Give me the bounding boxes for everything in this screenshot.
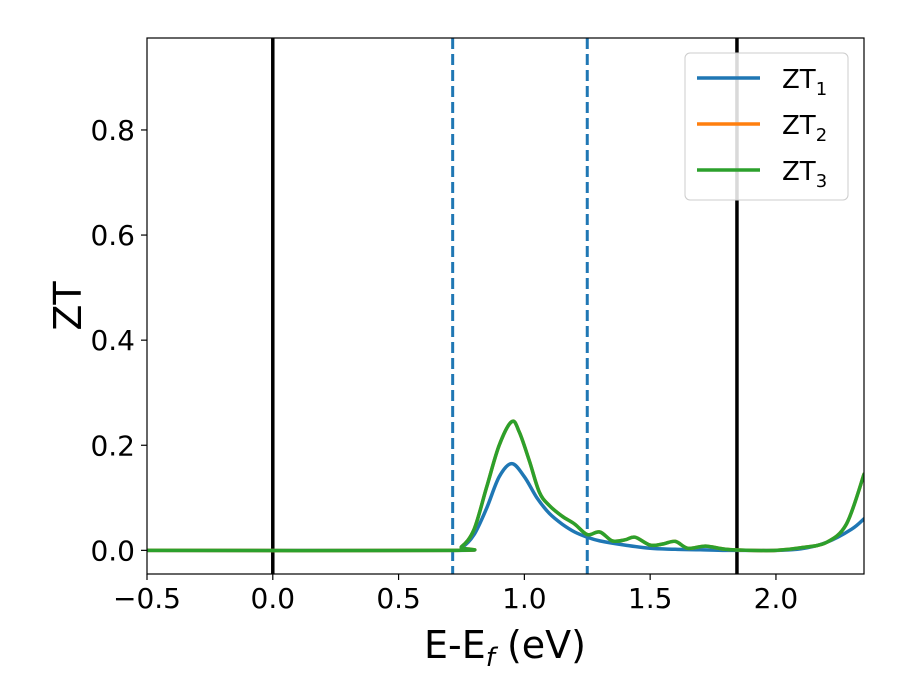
y-tick-label: 0.6 [90, 219, 135, 252]
plot-frame [146, 37, 865, 575]
x-tick-label: −0.5 [113, 582, 181, 615]
series-line-zt3 [147, 419, 864, 553]
x-axis-label-unit: (eV) [495, 623, 586, 667]
y-axis-label: ZT [46, 281, 90, 331]
legend-label-zt3: ZT3 [782, 157, 827, 192]
y-tick-labels: 0.0 0.2 0.4 0.6 0.8 [90, 114, 135, 567]
y-tick-label: 0.8 [90, 114, 135, 147]
x-tick-label: 1.0 [502, 582, 547, 615]
vertical-lines [271, 38, 739, 574]
x-tick-label: 0.0 [251, 582, 296, 615]
x-axis-label-main: E-E [424, 623, 486, 667]
series-line-zt1 [147, 461, 864, 553]
ticks [141, 129, 777, 580]
series-lines [147, 419, 864, 553]
y-tick-label: 0.0 [90, 534, 135, 567]
x-tick-label: 1.5 [628, 582, 673, 615]
legend-box [684, 52, 849, 201]
x-axis-label: E-Ef (eV) [424, 623, 586, 673]
x-tick-label: 2.0 [754, 582, 799, 615]
y-tick-label: 0.4 [90, 324, 135, 357]
legend: ZT1 ZT2 ZT3 [684, 52, 849, 201]
y-tick-label: 0.2 [90, 429, 135, 462]
legend-label-zt2: ZT2 [782, 111, 827, 146]
series-line-zt2 [147, 419, 864, 553]
x-tick-labels: −0.5 0.0 0.5 1.0 1.5 2.0 [113, 582, 798, 615]
legend-label-zt1: ZT1 [782, 65, 827, 100]
x-tick-label: 0.5 [376, 582, 421, 615]
